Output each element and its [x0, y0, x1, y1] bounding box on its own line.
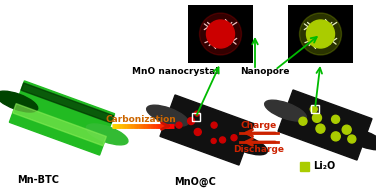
Bar — [188, 5, 253, 63]
Circle shape — [211, 122, 217, 128]
Circle shape — [194, 111, 200, 116]
Polygon shape — [278, 90, 372, 160]
Circle shape — [332, 115, 340, 123]
Circle shape — [200, 13, 241, 55]
Text: Nanopore: Nanopore — [240, 67, 290, 77]
Polygon shape — [21, 83, 114, 123]
Circle shape — [300, 13, 341, 55]
Circle shape — [220, 137, 226, 143]
Text: Discharge: Discharge — [233, 145, 285, 153]
Bar — [288, 5, 353, 63]
Text: Carbonization: Carbonization — [106, 115, 176, 123]
Circle shape — [206, 20, 235, 48]
Ellipse shape — [344, 129, 376, 150]
Circle shape — [231, 135, 237, 141]
Bar — [311, 105, 319, 113]
Polygon shape — [9, 81, 115, 155]
Circle shape — [188, 118, 195, 125]
Ellipse shape — [226, 134, 267, 155]
Circle shape — [194, 129, 201, 136]
Text: Mn-BTC: Mn-BTC — [17, 175, 59, 185]
Text: MnO@C: MnO@C — [174, 177, 216, 187]
Ellipse shape — [0, 91, 38, 112]
Circle shape — [306, 20, 335, 48]
Circle shape — [312, 113, 321, 122]
Text: Li₂O: Li₂O — [313, 161, 335, 171]
Bar — [300, 162, 309, 171]
Circle shape — [176, 122, 182, 128]
Circle shape — [211, 138, 216, 143]
Bar — [192, 113, 200, 121]
Ellipse shape — [147, 105, 188, 126]
Text: Charge: Charge — [241, 122, 277, 130]
Circle shape — [310, 106, 317, 113]
Circle shape — [348, 135, 356, 143]
Ellipse shape — [86, 124, 128, 145]
Polygon shape — [160, 95, 254, 165]
Ellipse shape — [265, 100, 306, 121]
Circle shape — [342, 125, 351, 134]
Text: MnO nanocrystal: MnO nanocrystal — [132, 67, 218, 77]
Circle shape — [331, 132, 340, 141]
Circle shape — [316, 124, 325, 133]
Polygon shape — [13, 104, 106, 146]
Circle shape — [299, 117, 307, 125]
